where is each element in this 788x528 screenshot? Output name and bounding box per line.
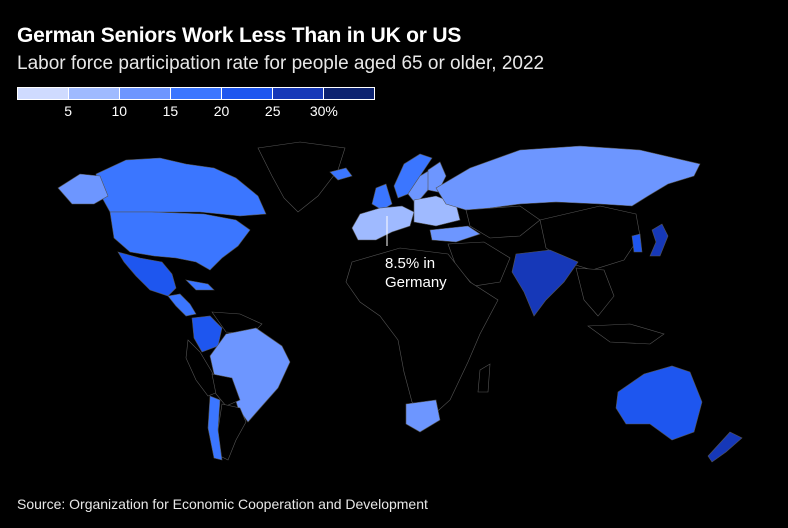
legend-ticks: 5 10 15 20 25 30% bbox=[17, 103, 375, 121]
brazil bbox=[209, 327, 291, 423]
mexico bbox=[117, 251, 177, 297]
chile bbox=[207, 395, 223, 461]
south-africa bbox=[405, 399, 441, 433]
africa bbox=[345, 247, 499, 419]
legend-tick-label: 15 bbox=[162, 103, 179, 119]
world-map bbox=[57, 141, 743, 463]
chart-subtitle: Labor force participation rate for peopl… bbox=[17, 53, 545, 74]
annotation-line-2: Germany bbox=[385, 274, 447, 291]
western-europe bbox=[351, 205, 415, 241]
legend-swatch bbox=[69, 88, 120, 99]
canada bbox=[95, 157, 267, 217]
peru bbox=[185, 339, 219, 397]
korea bbox=[631, 233, 643, 253]
central-america bbox=[167, 293, 197, 317]
india bbox=[511, 249, 579, 317]
australia bbox=[615, 365, 703, 441]
norway bbox=[393, 153, 433, 199]
alaska bbox=[57, 173, 109, 205]
color-legend bbox=[17, 87, 375, 100]
legend-swatch bbox=[120, 88, 171, 99]
russia bbox=[435, 145, 701, 211]
source-note: Source: Organization for Economic Cooper… bbox=[17, 496, 428, 512]
legend-tick-label: 30% bbox=[309, 103, 338, 119]
greenland bbox=[257, 141, 346, 213]
central-asia bbox=[465, 205, 541, 239]
legend-swatch bbox=[171, 88, 222, 99]
japan bbox=[649, 223, 669, 257]
legend-swatch bbox=[222, 88, 273, 99]
uk bbox=[371, 183, 393, 211]
bolivia bbox=[211, 373, 241, 407]
legend-tick-label: 20 bbox=[213, 103, 230, 119]
germany-annotation: 8.5% in Germany bbox=[385, 254, 447, 292]
annotation-line-1: 8.5% in bbox=[385, 255, 436, 272]
legend-swatch bbox=[273, 88, 324, 99]
se-asia bbox=[575, 267, 615, 317]
indonesia bbox=[587, 323, 665, 345]
legend-tick-label: 10 bbox=[111, 103, 128, 119]
usa bbox=[109, 211, 251, 271]
argentina bbox=[217, 403, 247, 461]
turkey bbox=[429, 225, 481, 243]
chart-title: German Seniors Work Less Than in UK or U… bbox=[17, 24, 462, 47]
legend-tick-label: 5 bbox=[64, 103, 73, 119]
legend-swatch bbox=[324, 88, 374, 99]
madagascar bbox=[477, 363, 491, 393]
legend-swatch bbox=[18, 88, 69, 99]
cuba bbox=[185, 279, 215, 291]
iceland bbox=[329, 167, 353, 181]
legend-tick-label: 25 bbox=[264, 103, 281, 119]
new-zealand bbox=[707, 431, 743, 463]
